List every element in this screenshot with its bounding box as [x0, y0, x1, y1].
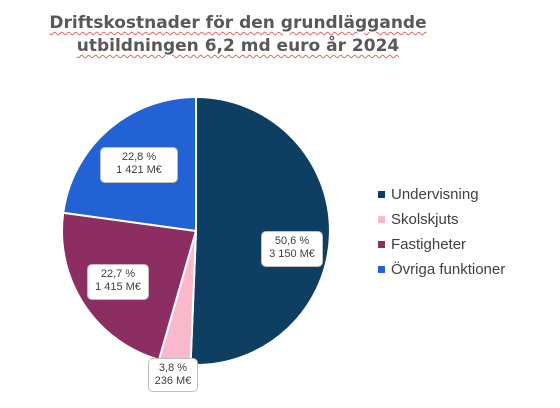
legend-swatch — [378, 216, 385, 223]
data-label-value: 236 M€ — [154, 375, 192, 387]
pie-slice-undervisning — [189, 95, 331, 366]
data-label-value: 1 421 M€ — [116, 164, 162, 176]
chart-title-line2: utbildningen 6,2 md euro år 2024 — [76, 36, 400, 56]
data-label-percent: 50,6 % — [274, 235, 310, 247]
data-label: 22,7 % 1 415 M€ — [87, 264, 149, 300]
legend-swatch — [378, 191, 385, 198]
data-label: 22,8 % 1 421 M€ — [100, 147, 178, 183]
data-label-percent: 22,8 % — [121, 151, 157, 163]
data-label-percent: 3,8 % — [158, 362, 188, 374]
legend-item: Undervisning — [378, 182, 505, 207]
data-label: 50,6 % 3 150 M€ — [261, 231, 323, 267]
legend-label: Skolskjuts — [391, 211, 459, 228]
legend-swatch — [378, 266, 385, 273]
legend-item: Övriga funktioner — [378, 257, 505, 282]
data-label-value: 1 415 M€ — [95, 281, 141, 293]
data-label-value: 3 150 M€ — [269, 248, 315, 260]
data-label-percent: 22,7 % — [100, 268, 136, 280]
legend-swatch — [378, 241, 385, 248]
legend-label: Fastigheter — [391, 236, 467, 253]
legend-label: Övriga funktioner — [391, 261, 506, 278]
legend-item: Fastigheter — [378, 232, 505, 257]
data-label: 3,8 % 236 M€ — [148, 358, 198, 392]
chart-title: Driftskostnader för den grundläggande ut… — [28, 12, 448, 58]
legend-item: Skolskjuts — [378, 207, 505, 232]
legend-label: Undervisning — [391, 186, 479, 203]
chart-legend: Undervisning Skolskjuts Fastigheter Övriga … — [378, 182, 505, 282]
chart-title-line1: Driftskostnader för den grundläggande — [49, 13, 427, 33]
